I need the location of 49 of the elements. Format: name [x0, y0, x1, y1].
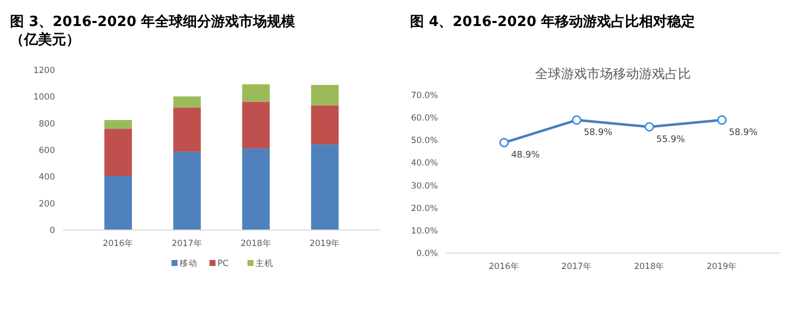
data-label: 58.9%: [728, 128, 758, 138]
chart-title: 图 4、2016-2020 年移动游戏占比相对稳定: [410, 13, 696, 30]
y-tick-label: 400: [38, 172, 55, 183]
bar: [173, 152, 201, 230]
y-tick-label: 600: [38, 146, 55, 156]
data-label: 48.9%: [511, 150, 540, 161]
legend-label: 主机: [256, 258, 274, 269]
y-tick-label: 1200: [33, 66, 55, 76]
chart-title: 图 3、2016-2020 年全球细分游戏市场规模（亿美元）: [10, 13, 296, 48]
y-tick-label: 40.0%: [410, 158, 438, 169]
data-label: 55.9%: [656, 134, 686, 145]
bar: [311, 84, 339, 106]
y-tick-label: 10.0%: [410, 226, 438, 236]
y-tick-label: 30.0%: [410, 181, 438, 192]
legend-label: PC: [218, 259, 229, 269]
bar: [104, 120, 132, 129]
bar: [242, 84, 270, 102]
chart-subtitle: 全球游戏市场移动游戏占比: [535, 67, 691, 82]
y-tick-label: 800: [38, 119, 55, 130]
data-label: 58.9%: [584, 128, 613, 138]
bar: [173, 96, 201, 108]
x-tick-label: 2016年: [102, 238, 134, 249]
bar: [104, 128, 132, 176]
point: [499, 138, 509, 148]
y-tick-label: 1000: [33, 92, 55, 103]
bar: [311, 105, 339, 144]
x-tick-label: 2019年: [706, 261, 738, 272]
x-tick-label: 2018年: [240, 238, 272, 249]
point: [572, 115, 582, 125]
x-tick-label: 2019年: [310, 238, 340, 249]
y-tick-label: 20.0%: [410, 204, 438, 214]
y-tick-label: 200: [38, 199, 55, 210]
x-tick-label: 2017年: [172, 238, 202, 249]
x-tick-label: 2017年: [561, 261, 592, 272]
legend-label: 移动: [180, 258, 198, 269]
y-tick-label: 0: [50, 226, 55, 236]
y-tick-label: 0.0%: [416, 249, 438, 259]
point: [717, 115, 727, 125]
y-tick-label: 60.0%: [410, 114, 438, 124]
point: [644, 122, 654, 132]
bar: [242, 148, 270, 230]
y-tick-label: 70.0%: [410, 91, 438, 101]
bar: [311, 144, 339, 230]
y-tick-label: 50.0%: [410, 136, 438, 146]
bar: [173, 108, 201, 152]
x-tick-label: 2016年: [488, 261, 520, 272]
bar: [242, 102, 270, 148]
x-tick-label: 2018年: [634, 261, 665, 272]
bar: [104, 176, 132, 230]
